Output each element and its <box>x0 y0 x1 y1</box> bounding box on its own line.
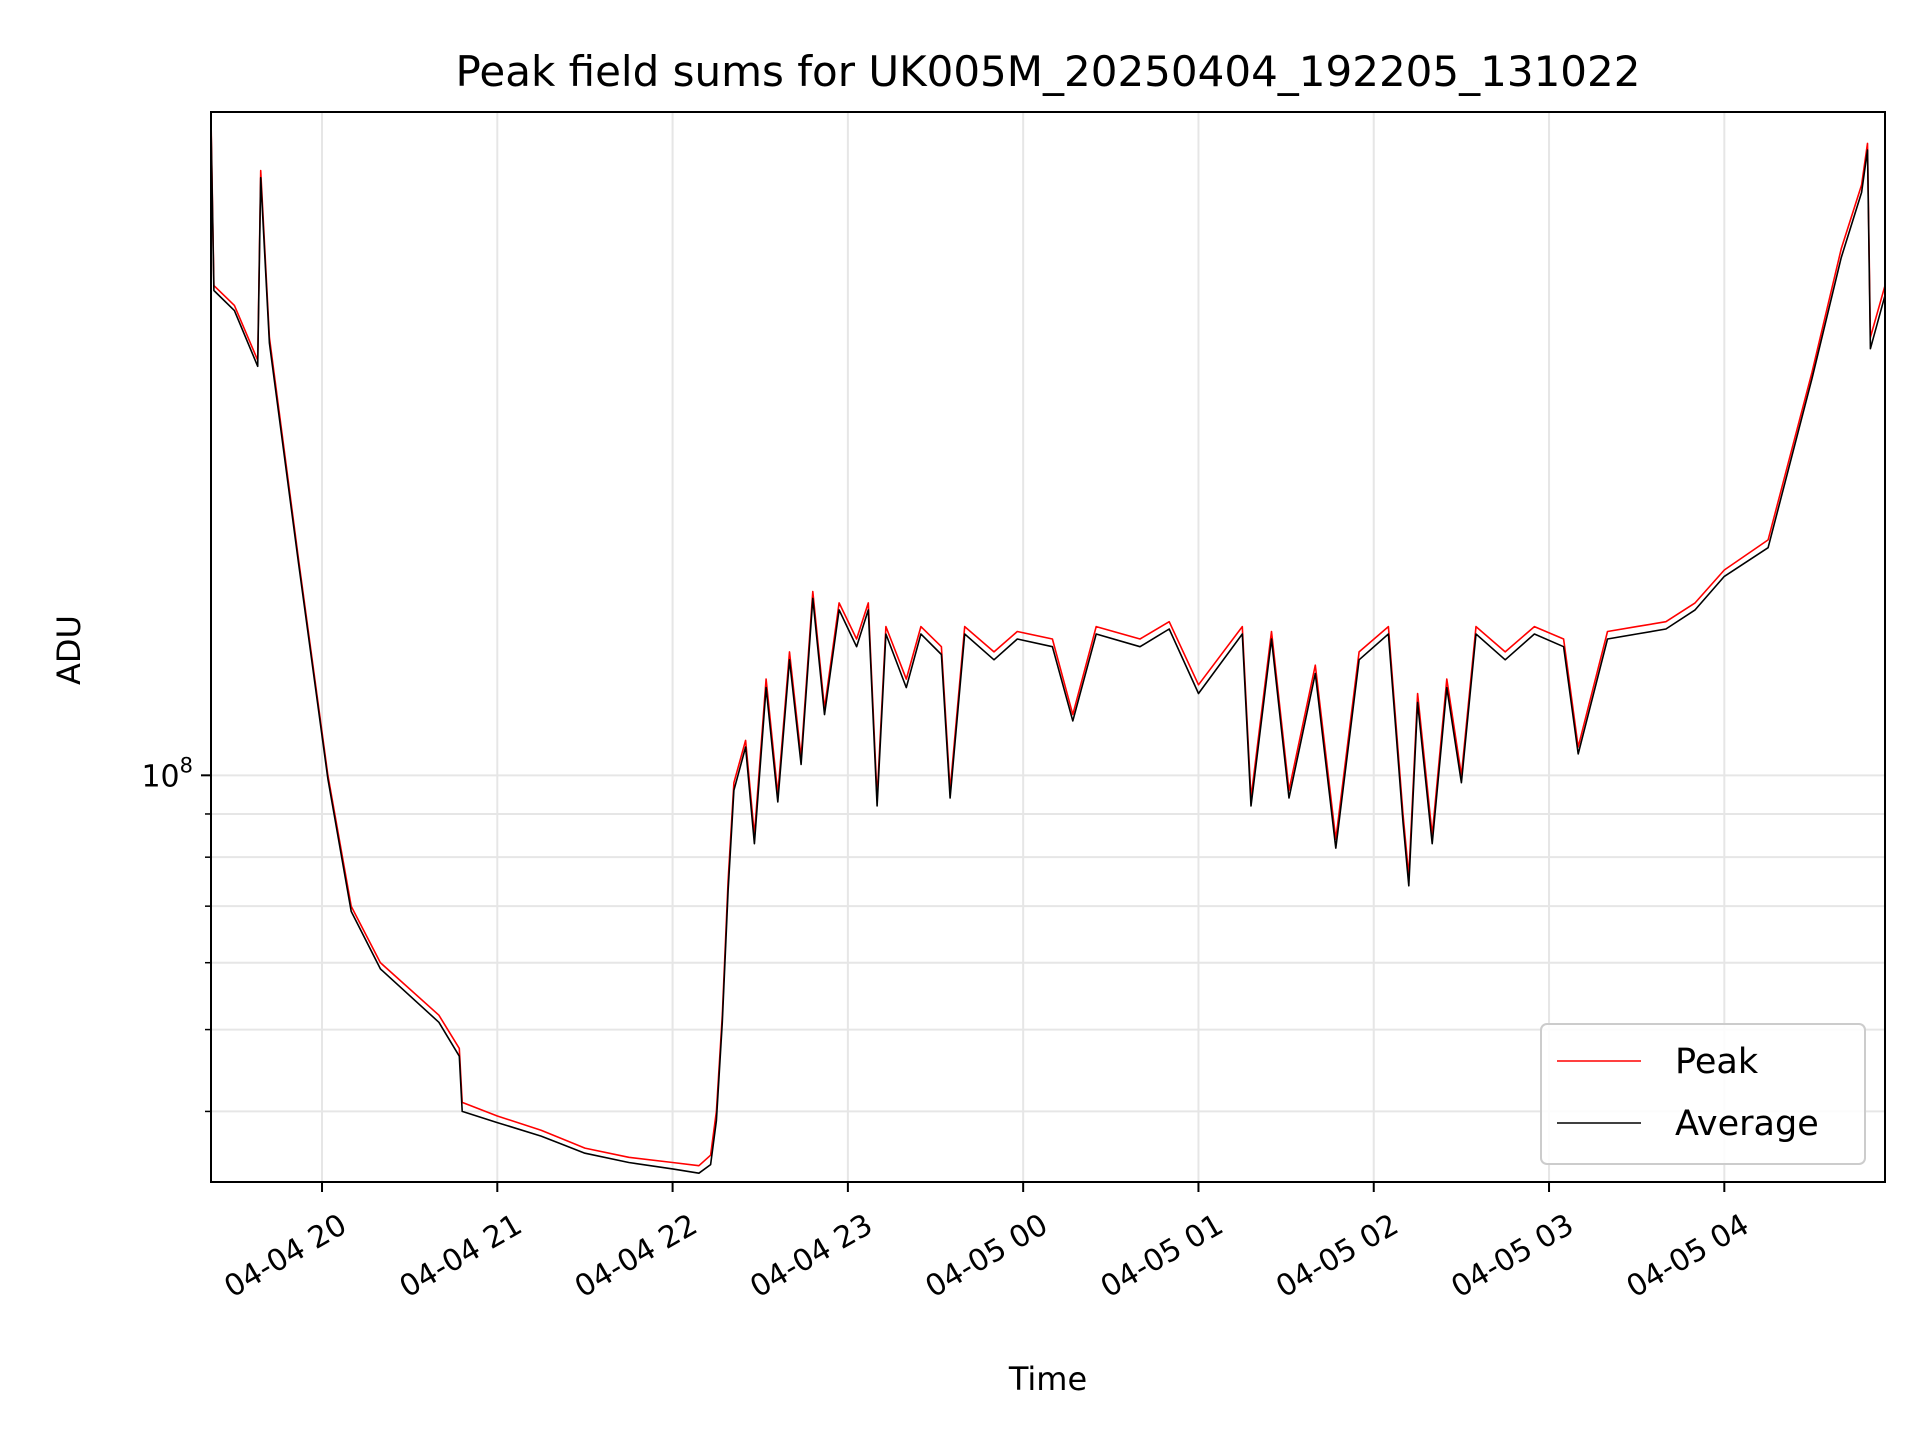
legend-box <box>1540 1023 1866 1165</box>
legend-label-peak: Peak <box>1675 1042 1759 1082</box>
series-line-average <box>211 124 1885 1174</box>
plot-lines <box>211 118 1885 1174</box>
y-axis-title: ADU <box>50 615 88 685</box>
legend-label-average: Average <box>1675 1104 1819 1144</box>
x-axis-title: Time <box>1008 1360 1087 1398</box>
grid <box>211 112 1885 1182</box>
plot-frame <box>210 111 1886 1183</box>
legend: Peak Average <box>1540 1023 1866 1165</box>
y-tick-label: 108 <box>141 753 193 794</box>
y-axis: 108 <box>141 753 211 1113</box>
chart-title: Peak field sums for UK005M_20250404_1922… <box>456 47 1641 96</box>
